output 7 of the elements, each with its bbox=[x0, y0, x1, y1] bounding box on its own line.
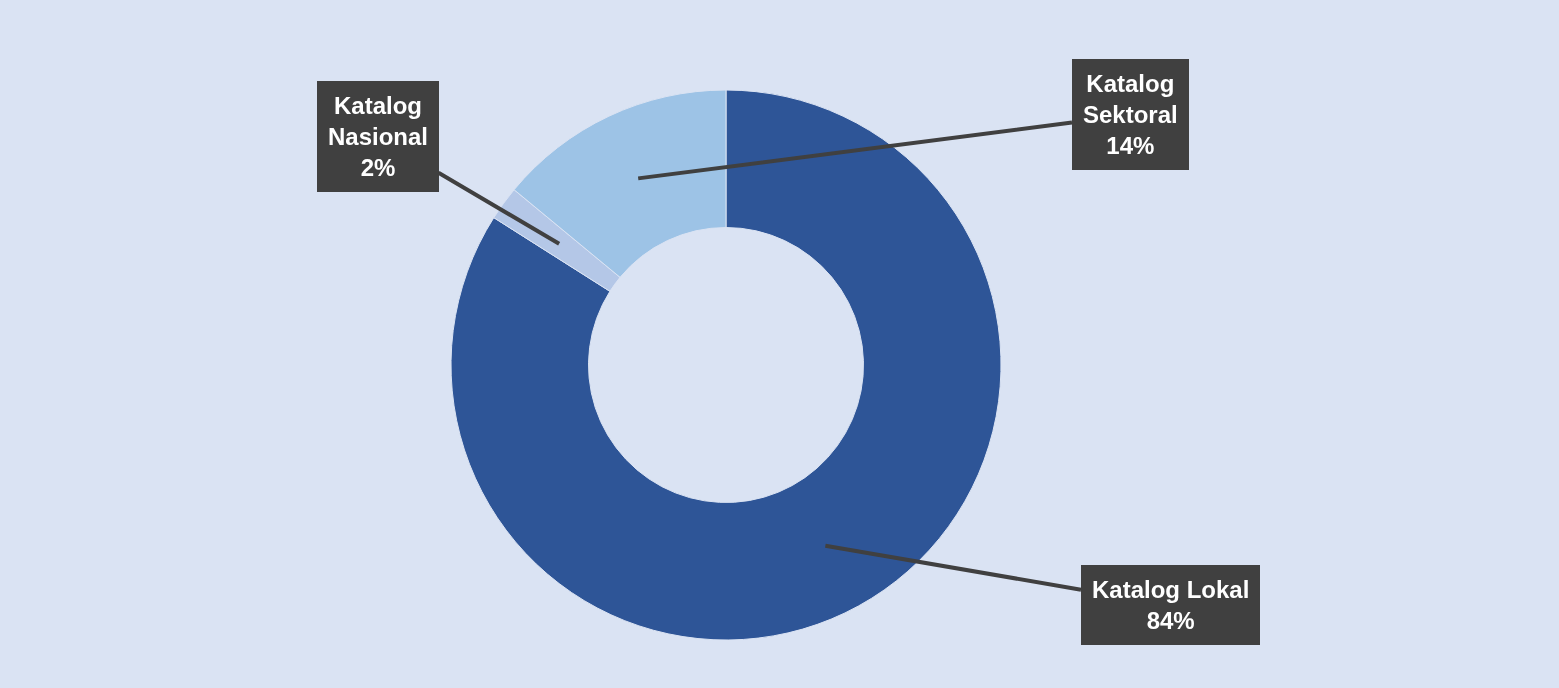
slice-label: Katalog Lokal bbox=[1092, 576, 1250, 603]
data-label: 2% bbox=[360, 154, 396, 182]
slice-label: Katalog Sektoral bbox=[1083, 70, 1178, 129]
slice-label: Katalog Nasional bbox=[328, 92, 429, 151]
data-label: 84% bbox=[1146, 607, 1195, 635]
data-label: 14% bbox=[1106, 132, 1155, 160]
donut-slice bbox=[450, 89, 1002, 641]
